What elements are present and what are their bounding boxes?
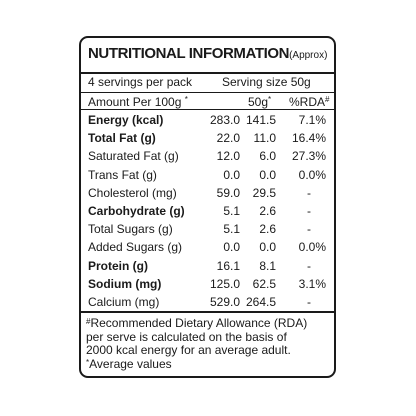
row-carbohydrate-g-per-serving: 2.6	[259, 204, 276, 218]
row-energy-kcal-name: Energy (kcal)	[88, 113, 164, 127]
footnote-rda-mark: #	[86, 317, 91, 326]
footnote-average: *Average values	[86, 356, 330, 372]
row-added-sugars-g-name: Added Sugars (g)	[88, 240, 183, 254]
footnote-line-2: per serve is calculated on the basis of	[86, 329, 287, 344]
row-saturated-fat-g-per-serving: 6.0	[259, 149, 276, 163]
header-rda: %RDA#	[289, 95, 329, 109]
row-cholesterol-mg-per-serving: 29.5	[252, 186, 276, 200]
title-text: NUTRITIONAL INFORMATION	[88, 45, 290, 62]
row-cholesterol-mg-rda: -	[307, 186, 311, 200]
row-cholesterol-mg-name: Cholesterol (mg)	[88, 186, 177, 200]
row-carbohydrate-g-per-100g: 5.1	[223, 204, 240, 218]
footnote-line-1: #Recommended Dietary Allowance (RDA)	[86, 316, 330, 331]
row-total-fat-g-per-100g: 22.0	[216, 131, 240, 145]
row-total-fat-g-name: Total Fat (g)	[88, 131, 156, 145]
servings-per-pack: 4 servings per pack	[88, 75, 193, 89]
header-nutrient-label: Amount Per 100g	[88, 95, 182, 109]
row-total-sugars-g-per-serving: 2.6	[259, 222, 276, 236]
row-added-sugars-g-rda: 0.0%	[298, 240, 326, 254]
row-trans-fat-g-per-serving: 0.0	[259, 168, 276, 182]
footnote-average-text: Average values	[89, 356, 172, 371]
row-saturated-fat-g-rda: 27.3%	[291, 149, 326, 163]
row-sodium-mg-per-100g: 125.0	[209, 277, 240, 291]
label-title: NUTRITIONAL INFORMATION(Approx)	[88, 45, 327, 63]
row-trans-fat-g-per-100g: 0.0	[223, 168, 240, 182]
row-total-sugars-g-name: Total Sugars (g)	[88, 222, 173, 236]
row-cholesterol-mg-per-100g: 59.0	[216, 186, 240, 200]
header-nutrient-mark: *	[184, 95, 188, 104]
title-approx-note: (Approx)	[289, 50, 328, 61]
footnote: #Recommended Dietary Allowance (RDA) per…	[86, 316, 330, 372]
footnote-line-1-text: Recommended Dietary Allowance (RDA)	[90, 316, 308, 330]
row-saturated-fat-g-per-100g: 12.0	[216, 149, 240, 163]
row-energy-kcal-per-100g: 283.0	[209, 113, 240, 127]
row-energy-kcal-per-serving: 141.5	[245, 113, 276, 127]
row-carbohydrate-g-name: Carbohydrate (g)	[88, 204, 185, 218]
row-protein-g-per-100g: 16.1	[216, 259, 240, 273]
row-trans-fat-g-name: Trans Fat (g)	[88, 168, 157, 182]
serving-size: Serving size 50g	[222, 75, 311, 89]
row-total-fat-g-rda: 16.4%	[291, 131, 326, 145]
header-per-serving: 50g*	[248, 95, 271, 109]
header-rda-label: %RDA	[289, 95, 326, 109]
row-energy-kcal-rda: 7.1%	[298, 113, 326, 127]
row-protein-g-rda: -	[307, 259, 311, 273]
row-trans-fat-g-rda: 0.0%	[298, 168, 326, 182]
header-rda-mark: #	[325, 95, 330, 104]
header-per-serving-mark: *	[268, 95, 272, 104]
servings-divider	[81, 92, 334, 93]
row-protein-g-per-serving: 8.1	[259, 259, 276, 273]
row-carbohydrate-g-rda: -	[307, 204, 311, 218]
row-calcium-mg-rda: -	[307, 295, 311, 309]
row-sodium-mg-name: Sodium (mg)	[88, 277, 162, 291]
row-saturated-fat-g-name: Saturated Fat (g)	[88, 149, 179, 163]
footnote-line-3: 2000 kcal energy for an average adult.	[86, 343, 291, 357]
nutrition-label-panel	[79, 36, 336, 378]
row-total-sugars-g-per-100g: 5.1	[223, 222, 240, 236]
row-calcium-mg-per-serving: 264.5	[245, 295, 276, 309]
table-bottom-divider	[81, 311, 334, 313]
row-total-fat-g-per-serving: 11.0	[253, 131, 276, 145]
header-divider	[81, 109, 334, 110]
header-per-serving-label: 50g	[248, 95, 269, 109]
row-sodium-mg-rda: 3.1%	[298, 277, 326, 291]
row-protein-g-name: Protein (g)	[88, 259, 148, 273]
row-total-sugars-g-rda: -	[307, 222, 311, 236]
header-nutrient: Amount Per 100g *	[88, 95, 188, 109]
row-calcium-mg-name: Calcium (mg)	[88, 295, 160, 309]
title-divider	[81, 72, 334, 74]
row-calcium-mg-per-100g: 529.0	[209, 295, 240, 309]
row-added-sugars-g-per-serving: 0.0	[259, 240, 276, 254]
row-added-sugars-g-per-100g: 0.0	[223, 240, 240, 254]
footnote-average-mark: *	[86, 357, 90, 367]
row-sodium-mg-per-serving: 62.5	[252, 277, 276, 291]
